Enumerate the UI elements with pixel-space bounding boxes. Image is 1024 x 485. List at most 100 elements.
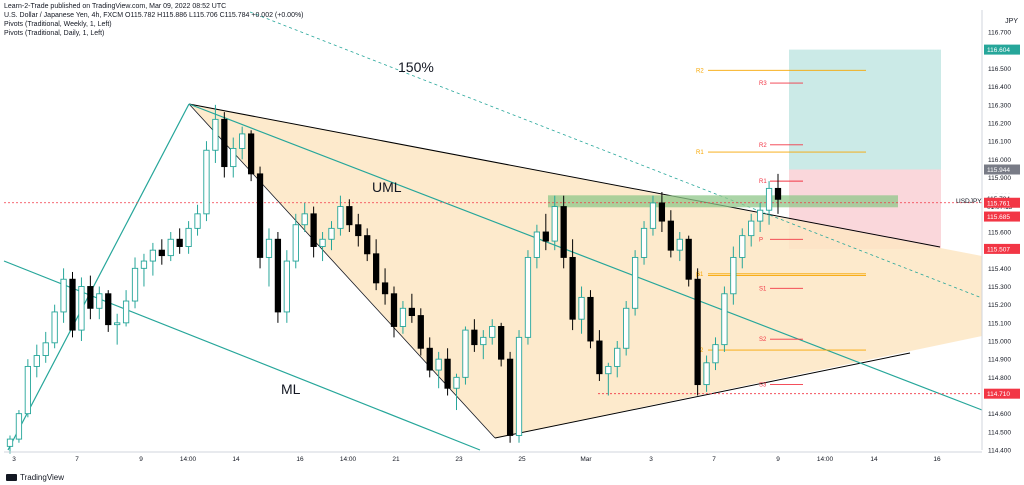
- candle-body: [176, 238, 183, 247]
- candle-body: [703, 362, 710, 386]
- candle-body: [587, 296, 594, 342]
- candle-body: [185, 227, 192, 247]
- x-tick-label: 3: [649, 456, 653, 463]
- candle-body: [230, 147, 237, 168]
- x-tick-label: 16: [933, 456, 941, 463]
- y-tick-label: 116.000: [988, 157, 1011, 164]
- price-label-bg: [984, 197, 1020, 208]
- candle-body: [569, 256, 576, 320]
- candle-body: [364, 235, 371, 255]
- y-tick-label: 115.400: [988, 266, 1011, 273]
- upper-median-line: [188, 103, 941, 248]
- candle-body: [471, 329, 478, 346]
- candle-body: [274, 238, 282, 313]
- candle-body: [631, 256, 639, 309]
- x-tick-label: 14: [870, 456, 878, 463]
- candle-body: [623, 307, 630, 349]
- candle-body: [498, 326, 505, 360]
- price-label: 115.944: [987, 167, 1010, 174]
- candle-body: [524, 256, 532, 338]
- x-tick-label: 14:00: [817, 456, 834, 463]
- rising-trendline: [7, 103, 190, 451]
- candle-body: [292, 224, 299, 262]
- daily-pivots-legend[interactable]: Pivots (Traditional, Daily, 1, Left): [4, 30, 105, 37]
- daily-pivot-label-r2: R2: [759, 143, 767, 149]
- x-tick-label: 3: [12, 456, 16, 463]
- weekly-pivot-label-s1: S1: [696, 272, 704, 278]
- candle-body: [301, 213, 308, 226]
- y-tick-label: 114.900: [988, 357, 1011, 364]
- tradingview-brand: TradingView: [20, 473, 65, 482]
- candle-body: [748, 220, 755, 237]
- candle-body: [649, 202, 657, 229]
- candle-body: [346, 206, 353, 226]
- currency-label[interactable]: JPY: [1005, 18, 1018, 25]
- x-tick-label: 7: [712, 456, 716, 463]
- candle-body: [667, 220, 674, 251]
- candle-body: [658, 202, 666, 222]
- symbol-label: USDJPY: [956, 198, 982, 205]
- x-tick-label: 23: [455, 456, 463, 463]
- median-line: [188, 103, 983, 411]
- x-tick-label: 14: [232, 456, 240, 463]
- warning-line-150: [249, 11, 983, 299]
- symbol-ohlc-line[interactable]: U.S. Dollar / Japanese Yen, 4h, FXCM O11…: [4, 12, 304, 19]
- weekly-pivot-label-r2: R2: [696, 68, 704, 74]
- daily-pivot-label-s1: S1: [759, 286, 767, 292]
- y-tick-label: 116.400: [988, 84, 1011, 91]
- candle-body: [694, 278, 701, 386]
- candle-body: [33, 355, 40, 367]
- candle-body: [408, 307, 415, 317]
- candle-body: [87, 286, 94, 309]
- weekly-pivots-legend[interactable]: Pivots (Traditional, Weekly, 1, Left): [4, 21, 112, 28]
- candle-body: [533, 231, 541, 258]
- candle-body: [685, 238, 692, 280]
- candle-body: [203, 149, 210, 215]
- tradingview-logo[interactable]: TradingView: [6, 473, 64, 482]
- candle-body: [310, 213, 317, 247]
- candle-body: [212, 118, 219, 151]
- x-tick-label: 14:00: [180, 456, 197, 463]
- candle-body: [158, 249, 165, 257]
- tradingview-mark-icon: [6, 474, 17, 481]
- candle-body: [578, 296, 585, 320]
- daily-pivot-label-s2: S2: [759, 337, 767, 343]
- candle-body: [373, 253, 380, 284]
- y-tick-label: 115.200: [988, 302, 1011, 309]
- x-tick-label: 14:00: [340, 456, 357, 463]
- candle-body: [167, 238, 174, 257]
- candle-body: [239, 133, 246, 149]
- price-label-bg: [984, 243, 1020, 254]
- y-tick-label: 114.600: [988, 411, 1011, 418]
- candle-body: [453, 376, 460, 389]
- candle-body: [640, 227, 648, 258]
- candle-body: [551, 206, 558, 242]
- y-tick-label: 116.300: [988, 102, 1011, 109]
- candle-body: [489, 326, 496, 338]
- y-tick-label: 115.600: [988, 230, 1011, 237]
- candle-body: [15, 413, 23, 440]
- candle-body: [69, 278, 76, 331]
- y-tick-label: 114.400: [988, 448, 1011, 455]
- candle-body: [355, 224, 362, 237]
- annotation-uml: UML: [372, 179, 402, 195]
- candle-body: [739, 235, 746, 258]
- annotation-150pct: 150%: [398, 59, 434, 75]
- price-label: 115.507: [987, 246, 1010, 253]
- candle-body: [426, 347, 433, 371]
- candle-body: [381, 282, 389, 295]
- candle-body: [60, 278, 67, 313]
- price-label-bg: [984, 44, 1020, 55]
- candle-body: [542, 231, 549, 242]
- y-tick-label: 116.200: [988, 121, 1011, 128]
- x-tick-label: Mar: [580, 456, 592, 463]
- candle-body: [757, 209, 764, 222]
- candle-body: [417, 315, 424, 349]
- candle-body: [337, 206, 344, 229]
- weekly-pivot-label-r1: R1: [696, 150, 704, 156]
- price-label: 116.604: [987, 47, 1010, 54]
- y-tick-label: 116.700: [988, 30, 1011, 37]
- candle-body: [283, 260, 290, 313]
- y-tick-label: 115.100: [988, 320, 1011, 327]
